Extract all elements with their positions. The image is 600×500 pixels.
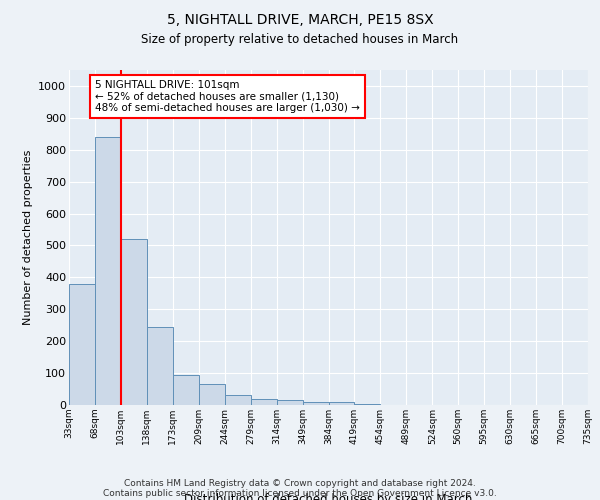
Bar xyxy=(147,327,173,405)
Text: 5, NIGHTALL DRIVE, MARCH, PE15 8SX: 5, NIGHTALL DRIVE, MARCH, PE15 8SX xyxy=(167,12,433,26)
Text: Contains HM Land Registry data © Crown copyright and database right 2024.: Contains HM Land Registry data © Crown c… xyxy=(124,478,476,488)
Bar xyxy=(251,398,277,405)
Bar xyxy=(95,137,121,405)
Bar xyxy=(277,400,302,405)
Bar xyxy=(69,284,95,405)
Bar xyxy=(355,404,380,405)
X-axis label: Distribution of detached houses by size in March: Distribution of detached houses by size … xyxy=(184,493,473,500)
Bar xyxy=(225,396,251,405)
Bar xyxy=(329,402,355,405)
Text: 5 NIGHTALL DRIVE: 101sqm
← 52% of detached houses are smaller (1,130)
48% of sem: 5 NIGHTALL DRIVE: 101sqm ← 52% of detach… xyxy=(95,80,360,113)
Bar xyxy=(173,374,199,405)
Text: Contains public sector information licensed under the Open Government Licence v3: Contains public sector information licen… xyxy=(103,488,497,498)
Bar xyxy=(302,402,329,405)
Y-axis label: Number of detached properties: Number of detached properties xyxy=(23,150,32,325)
Bar xyxy=(121,239,147,405)
Bar xyxy=(199,384,224,405)
Text: Size of property relative to detached houses in March: Size of property relative to detached ho… xyxy=(142,32,458,46)
